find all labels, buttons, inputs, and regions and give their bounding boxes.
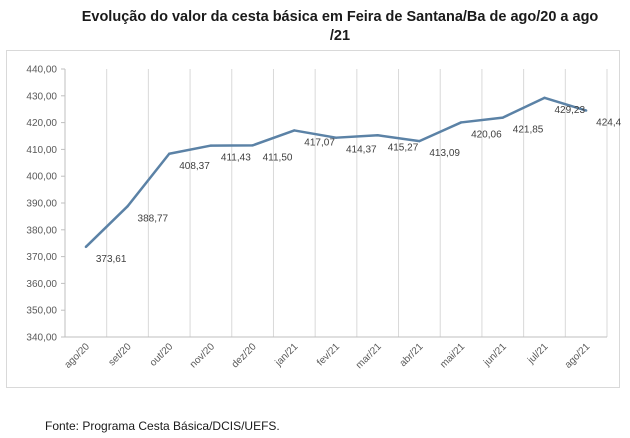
data-point [126,205,129,208]
data-label: 424,48 [596,118,621,129]
y-tick-label: 390,00 [26,199,57,210]
y-tick-label: 370,00 [26,252,57,263]
x-tick-label: set/20 [107,341,134,368]
x-tick-label: ago/20 [63,341,93,371]
data-label: 408,37 [179,161,210,172]
y-tick-label: 340,00 [26,333,57,344]
x-tick-label: abr/21 [398,341,426,369]
x-tick-label: mai/21 [438,341,467,370]
data-label: 421,85 [513,125,544,136]
y-tick-label: 430,00 [26,91,57,102]
y-tick-label: 440,00 [26,65,57,76]
x-axis-ticks: ago/20 set/20 out/20 nov/20 dez/20 jan/21 fev/… [63,341,593,371]
data-point [251,144,254,147]
y-tick-label: 400,00 [26,172,57,183]
x-tick-label: jul/21 [525,341,551,367]
x-tick-label: nov/20 [188,341,217,370]
data-point [209,144,213,147]
data-point [459,121,463,124]
data-label: 420,06 [471,129,502,140]
axes [64,69,607,338]
y-tick-label: 380,00 [26,225,57,236]
data-point [84,245,88,249]
chart-area: 340,00 350,00 360,00 370,00 380,00 390,00 400,… [6,50,621,388]
data-label: 417,07 [304,137,335,148]
y-tick-label: 360,00 [26,279,57,290]
data-point [543,96,546,100]
gridlines [64,69,608,337]
data-point [501,116,504,119]
x-tick-label: out/20 [148,341,176,369]
data-label: 373,61 [96,254,127,265]
data-label: 414,37 [346,145,377,156]
data-point [168,152,171,155]
data-label: 413,09 [429,148,460,159]
data-label: 411,50 [263,152,293,163]
series-line [84,96,588,249]
y-tick-label: 410,00 [26,145,57,156]
line-chart: 340,00 350,00 360,00 370,00 380,00 390,00 400,… [26,65,621,372]
source-note: Fonte: Programa Cesta Básica/DCIS/UEFS. [45,419,280,433]
data-point [376,134,379,137]
x-tick-label: dez/20 [230,341,259,370]
x-tick-label: jun/21 [481,341,509,369]
data-label: 415,27 [388,142,419,153]
x-tick-label: mar/21 [354,341,384,371]
data-label: 429,23 [554,105,585,116]
data-label: 411,43 [221,153,251,164]
x-tick-label: jan/21 [273,341,301,369]
data-point [418,139,421,143]
x-tick-label: ago/21 [563,341,593,371]
data-label: 388,77 [138,213,169,224]
data-point [334,136,338,139]
data-point [293,129,296,132]
data-labels: 373,61 388,77 408,37 411,43 411,50 417,07 414,… [96,105,621,265]
chart-title: Evolução do valor da cesta básica em Fei… [81,9,599,44]
x-tick-label: fev/21 [315,341,342,368]
y-axis-ticks: 340,00 350,00 360,00 370,00 380,00 390,00 400,… [26,65,65,344]
data-point [584,109,588,112]
y-tick-label: 350,00 [26,306,57,317]
y-tick-label: 420,00 [26,118,57,129]
series-line-path [84,96,587,248]
